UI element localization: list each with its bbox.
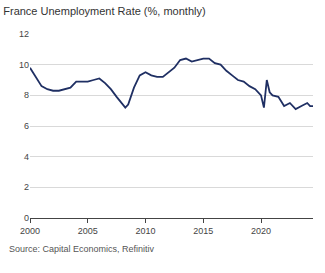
svg-text:Source: Capital Economics, Ref: Source: Capital Economics, Refinitiv (9, 244, 155, 254)
svg-text:2015: 2015 (193, 226, 213, 236)
svg-text:2: 2 (24, 182, 29, 192)
svg-text:8: 8 (24, 90, 29, 100)
svg-text:10: 10 (19, 60, 29, 70)
svg-text:4: 4 (24, 152, 29, 162)
svg-text:2000: 2000 (20, 226, 40, 236)
svg-text:France Unemployment Rate (%, m: France Unemployment Rate (%, monthly) (3, 5, 205, 17)
svg-text:2010: 2010 (135, 226, 155, 236)
svg-text:6: 6 (24, 121, 29, 131)
svg-text:2005: 2005 (78, 226, 98, 236)
svg-text:0: 0 (24, 213, 29, 223)
svg-text:12: 12 (19, 29, 29, 39)
svg-text:2020: 2020 (251, 226, 271, 236)
